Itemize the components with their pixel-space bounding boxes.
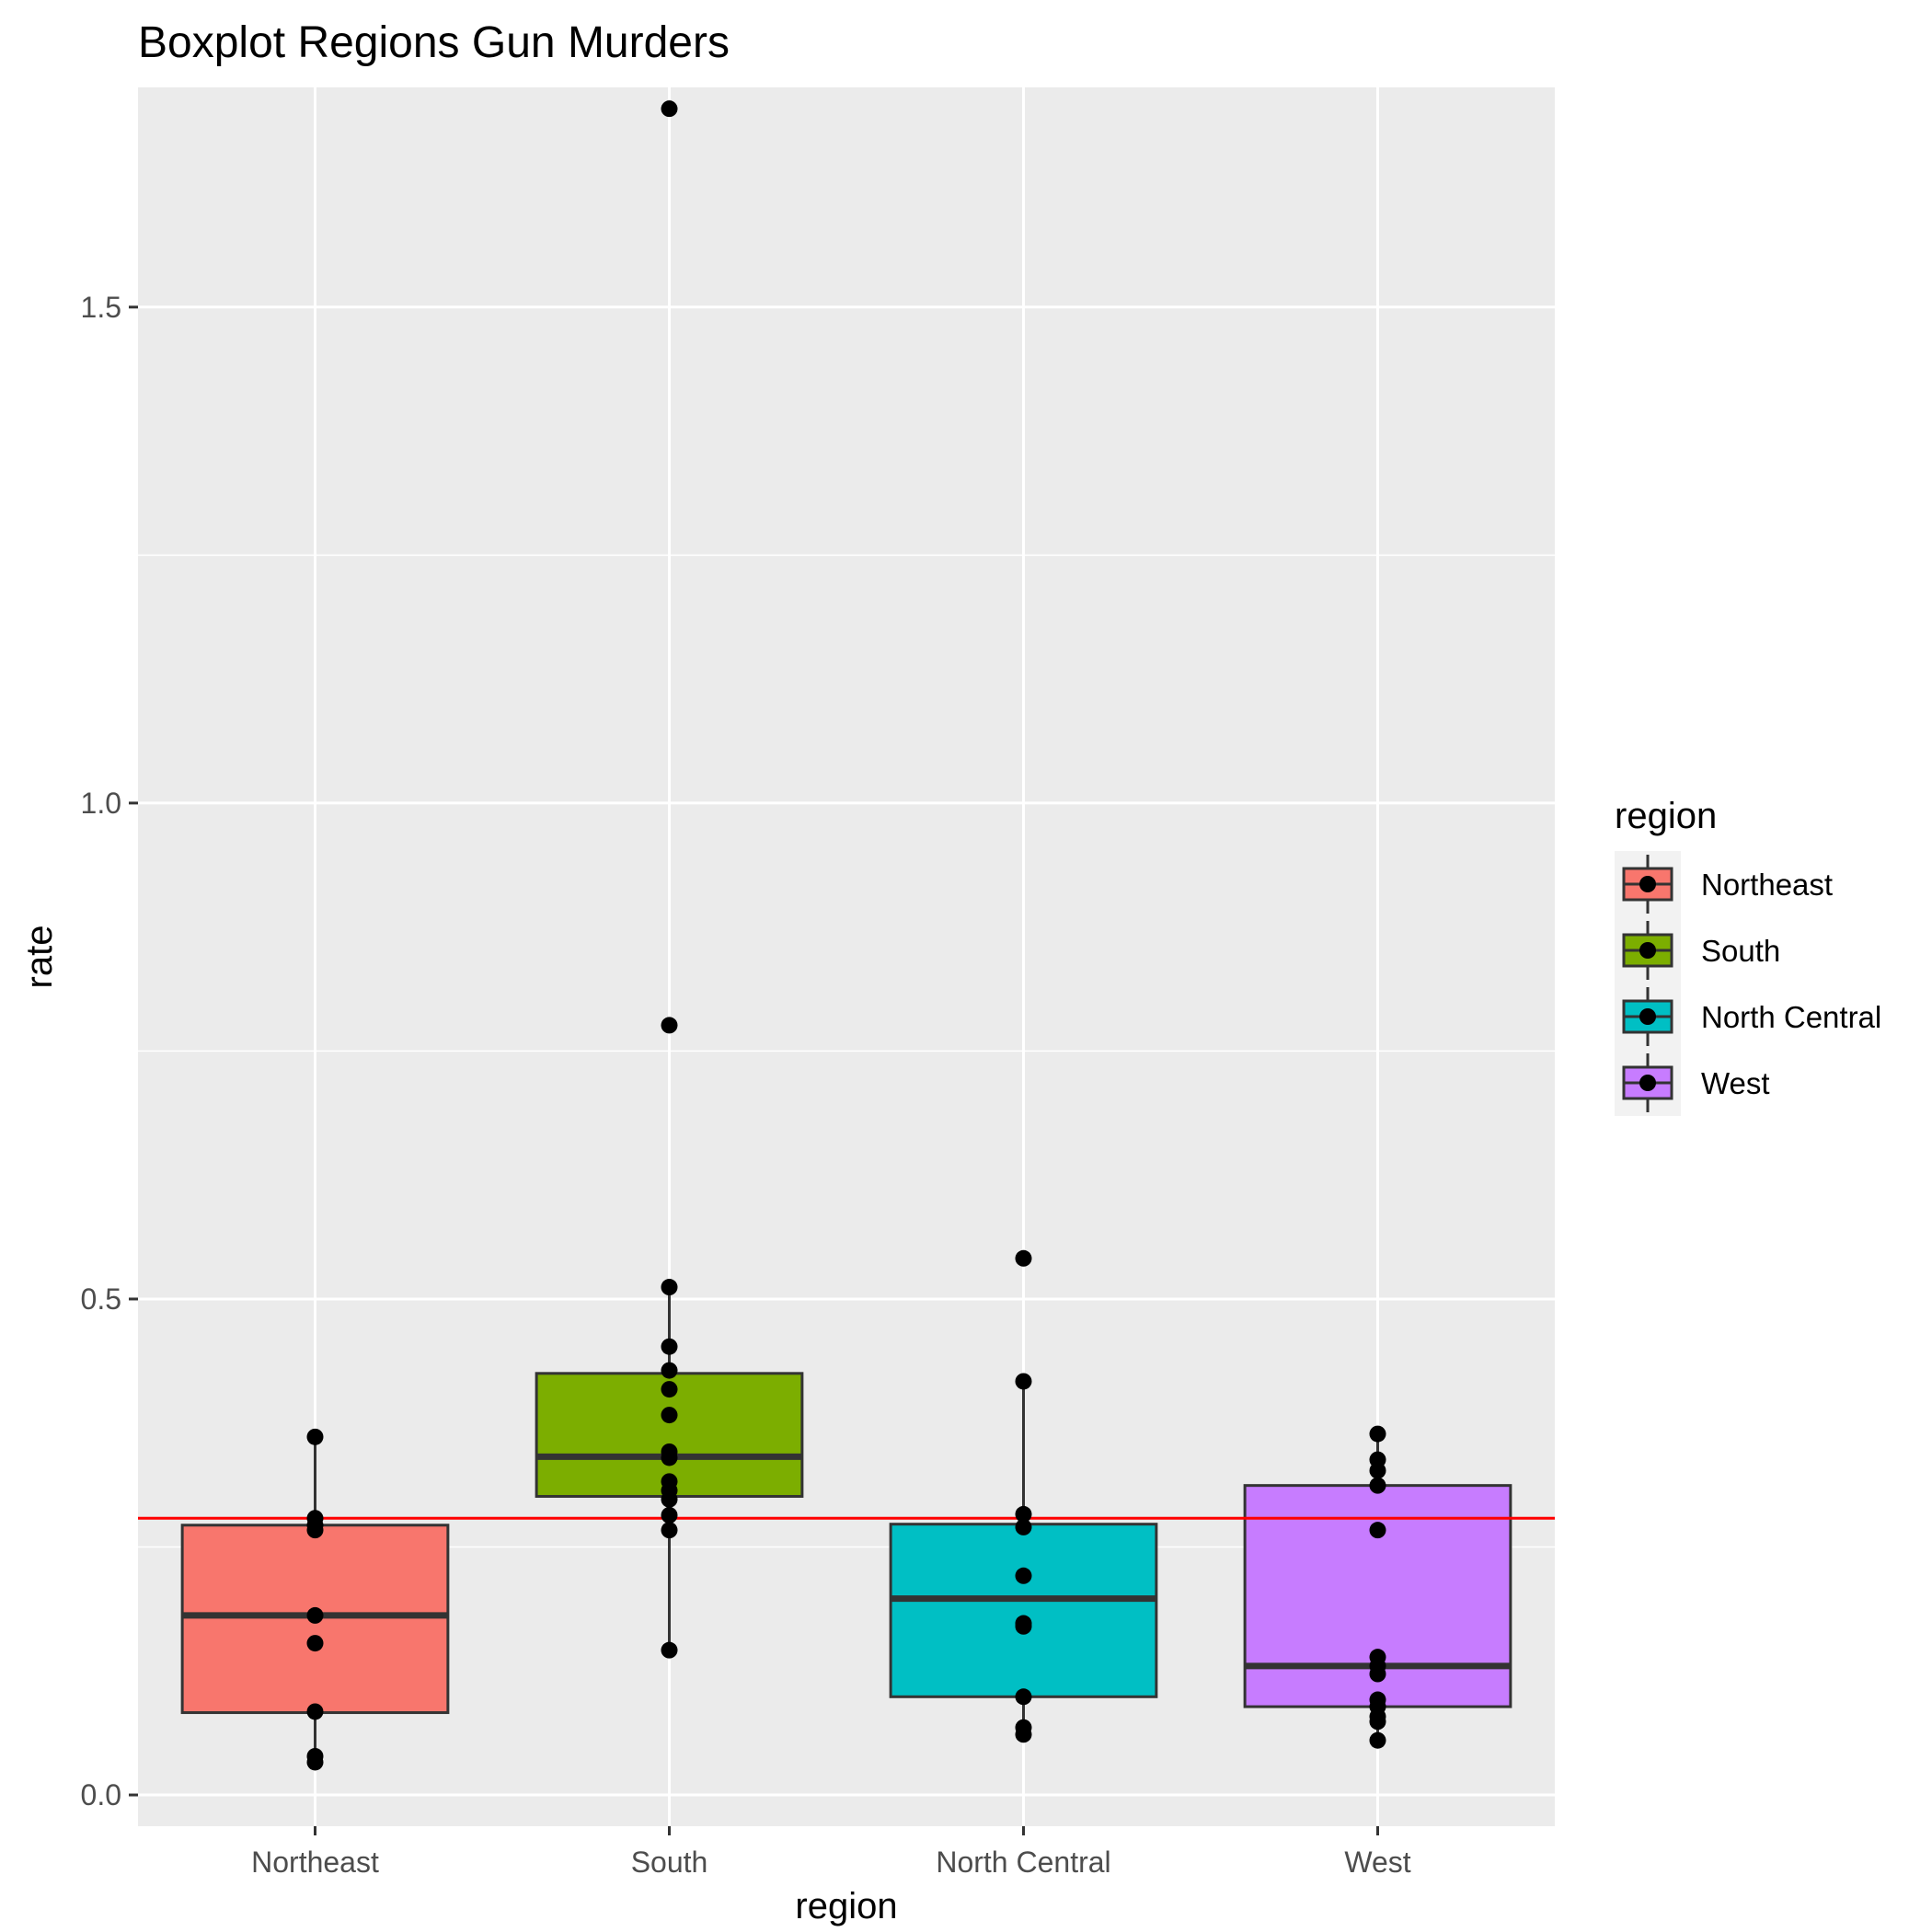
x-tick-label: North Central bbox=[936, 1846, 1110, 1879]
data-point bbox=[661, 1338, 678, 1355]
y-tick-label: 0.5 bbox=[81, 1282, 121, 1316]
data-point bbox=[661, 1362, 678, 1379]
x-tick-label: Northeast bbox=[251, 1846, 379, 1879]
data-point bbox=[1369, 1522, 1386, 1539]
chart-title: Boxplot Regions Gun Murders bbox=[138, 18, 730, 67]
data-point bbox=[661, 100, 678, 118]
data-point bbox=[1015, 1518, 1032, 1535]
data-point bbox=[1015, 1249, 1032, 1267]
data-point bbox=[661, 1449, 678, 1466]
data-point bbox=[1369, 1731, 1386, 1749]
x-tick-label: South bbox=[631, 1846, 708, 1879]
legend-item-south: South bbox=[1622, 921, 1780, 980]
data-point bbox=[661, 1522, 678, 1539]
data-point bbox=[1015, 1567, 1032, 1584]
legend-label: South bbox=[1701, 934, 1780, 968]
data-point bbox=[661, 1506, 678, 1524]
legend-key-point bbox=[1639, 876, 1656, 892]
box-north-central bbox=[889, 1381, 1158, 1735]
data-point bbox=[661, 1279, 678, 1296]
legend-title: region bbox=[1615, 796, 1717, 836]
data-point bbox=[1015, 1505, 1032, 1523]
legend: region Northeast South North Central West bbox=[1615, 796, 1881, 1116]
legend-label: North Central bbox=[1701, 1000, 1881, 1034]
legend-key-point bbox=[1639, 1075, 1656, 1091]
legend-item-northeast: Northeast bbox=[1622, 855, 1833, 914]
data-point bbox=[306, 1635, 324, 1652]
x-axis: Northeast South North Central West bbox=[251, 1826, 1411, 1879]
box-body bbox=[889, 1523, 1158, 1698]
legend-label: Northeast bbox=[1701, 868, 1833, 902]
data-point bbox=[1369, 1462, 1386, 1479]
data-point bbox=[661, 1490, 678, 1508]
data-point bbox=[1015, 1726, 1032, 1743]
data-point bbox=[661, 1407, 678, 1424]
y-axis-title: rate bbox=[19, 926, 60, 989]
legend-item-west: West bbox=[1622, 1053, 1770, 1112]
y-tick-label: 1.0 bbox=[81, 787, 121, 820]
data-point bbox=[306, 1522, 324, 1539]
data-point bbox=[306, 1754, 324, 1771]
data-point bbox=[1015, 1688, 1032, 1706]
data-point bbox=[306, 1428, 324, 1445]
legend-item-north-central: North Central bbox=[1622, 987, 1881, 1046]
data-point bbox=[1015, 1373, 1032, 1390]
data-point bbox=[1369, 1713, 1386, 1731]
data-point bbox=[306, 1703, 324, 1720]
legend-key-point bbox=[1639, 1008, 1656, 1025]
y-axis: 0.0 0.5 1.0 1.5 bbox=[81, 291, 138, 1811]
x-tick-label: West bbox=[1344, 1846, 1410, 1879]
y-tick-label: 1.5 bbox=[81, 291, 121, 324]
data-point bbox=[1015, 1617, 1032, 1635]
data-point bbox=[1369, 1477, 1386, 1494]
data-point bbox=[661, 1381, 678, 1398]
legend-key-point bbox=[1639, 942, 1656, 959]
data-point bbox=[306, 1606, 324, 1624]
y-tick-label: 0.0 bbox=[81, 1778, 121, 1811]
data-point bbox=[1369, 1665, 1386, 1683]
data-point bbox=[1369, 1425, 1386, 1443]
x-axis-title: region bbox=[795, 1886, 897, 1926]
data-point bbox=[661, 1017, 678, 1034]
legend-label: West bbox=[1701, 1066, 1770, 1100]
data-point bbox=[661, 1641, 678, 1659]
data-points bbox=[306, 100, 1386, 1771]
